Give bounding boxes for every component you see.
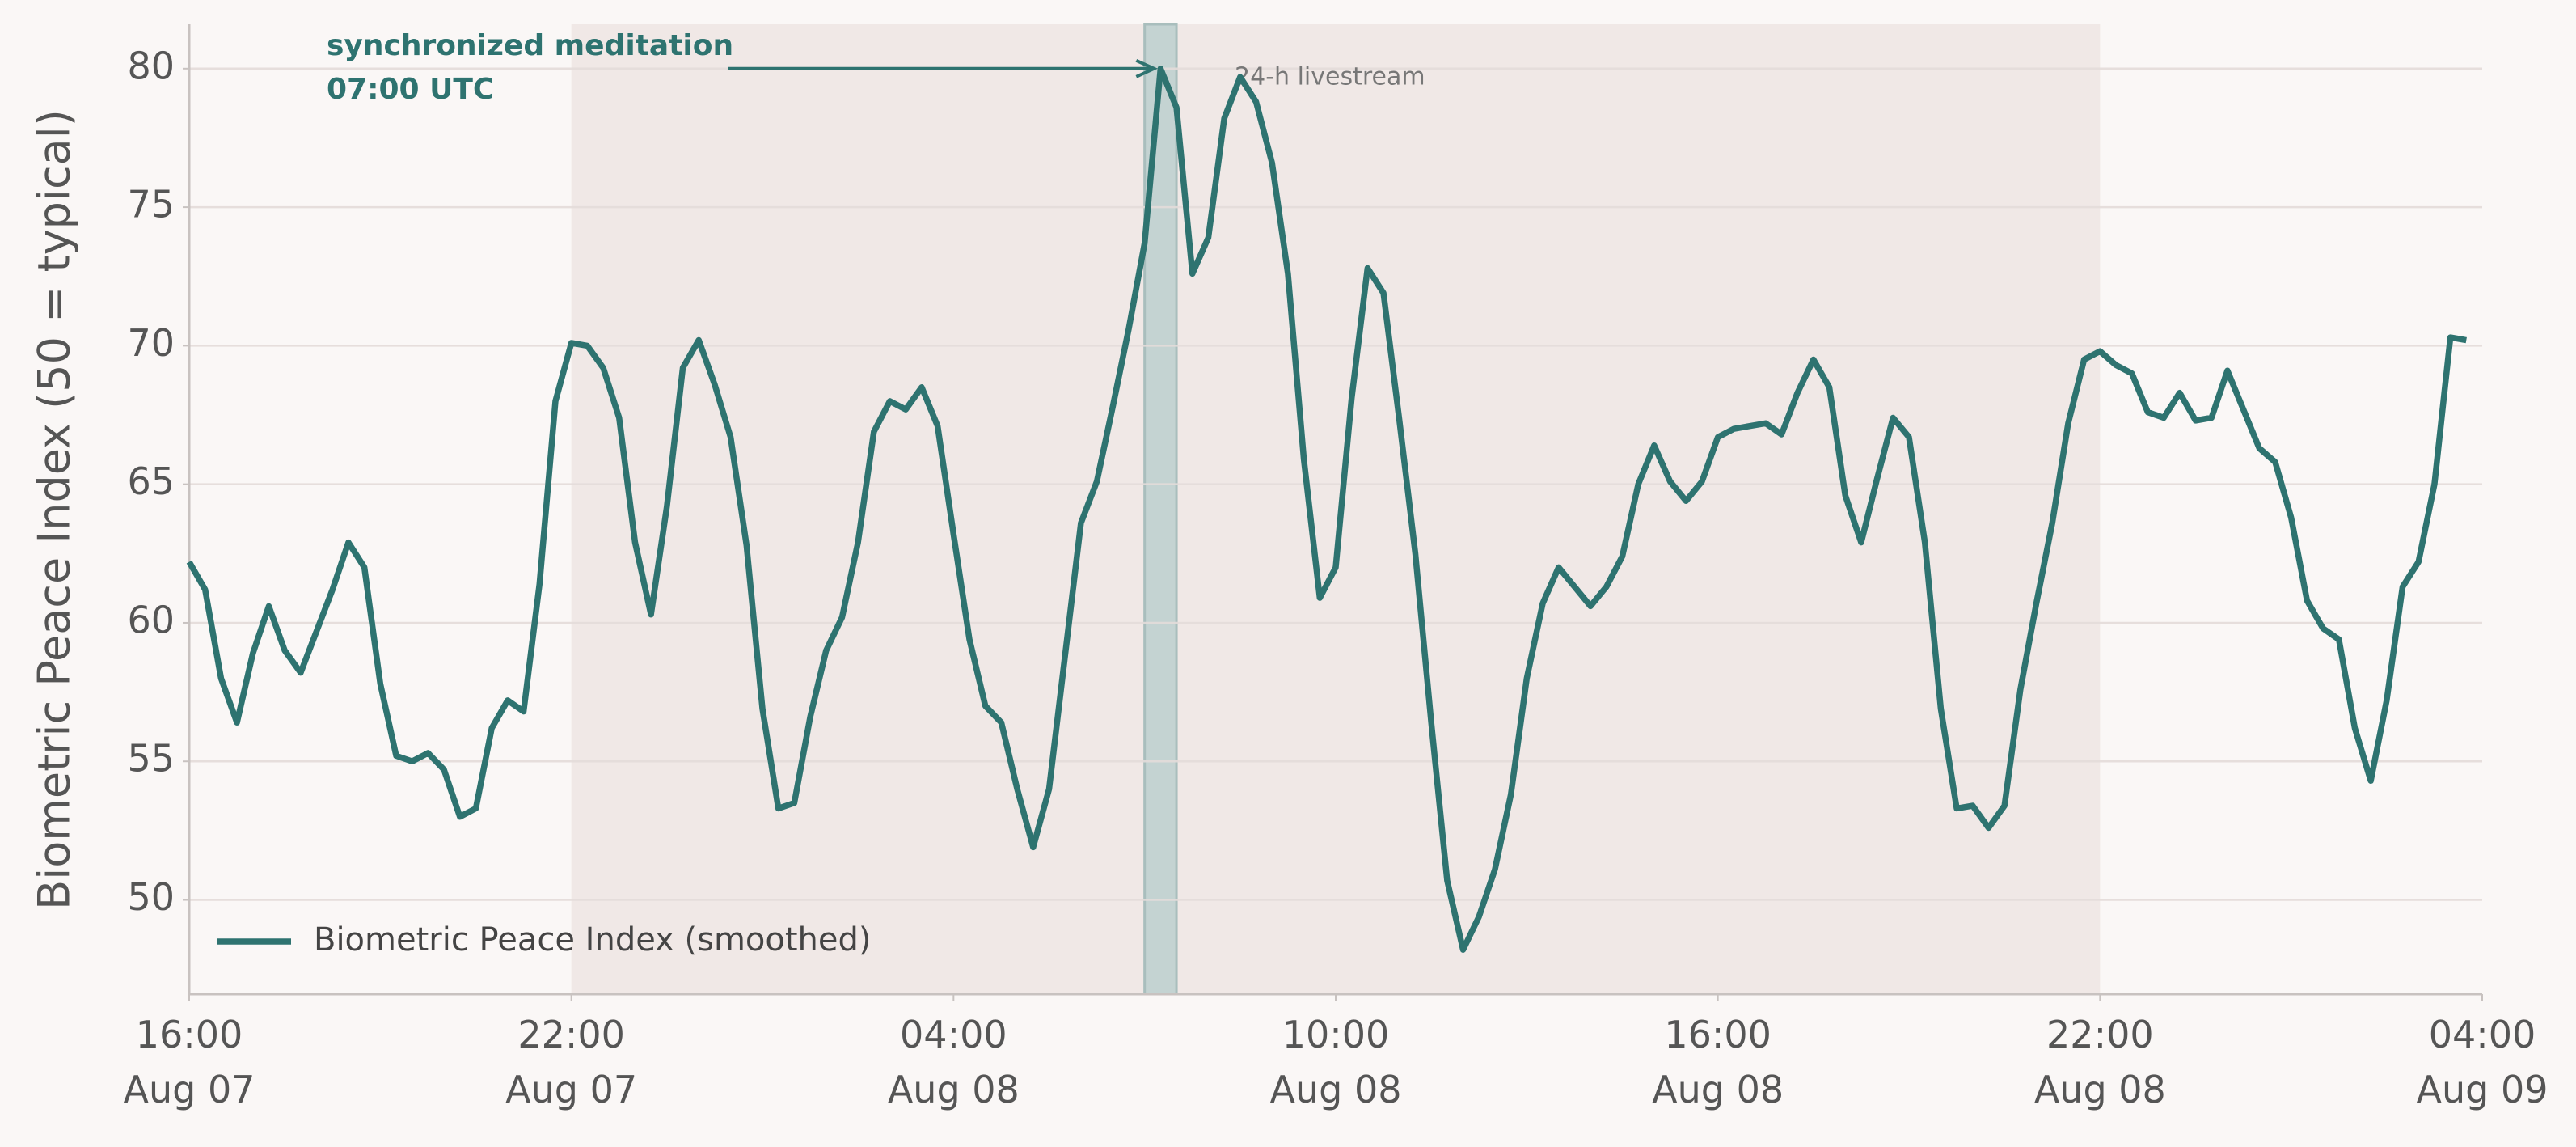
x-tick-label: 16:00 Aug 08: [1652, 1013, 1784, 1111]
y-tick-label: 55: [127, 737, 175, 781]
y-tick-label: 65: [127, 459, 175, 503]
y-tick-label: 75: [127, 183, 175, 226]
y-axis-label: Biometric Peace Index (50 = typical): [29, 109, 80, 910]
x-tick-label: 04:00 Aug 09: [2417, 1013, 2549, 1111]
span-label: 24-h livestream: [1235, 63, 1425, 91]
annotation-arrowhead: [1135, 58, 1159, 78]
x-tick-label: 04:00 Aug 08: [888, 1013, 1020, 1111]
legend-label: Biometric Peace Index (smoothed): [314, 921, 872, 959]
y-tick-label: 70: [127, 321, 175, 365]
x-tick-label: 22:00 Aug 08: [2034, 1013, 2166, 1111]
x-tick-label: 10:00 Aug 08: [1270, 1013, 1402, 1111]
series-line: [186, 66, 2467, 953]
x-tick-label: 16:00 Aug 07: [124, 1013, 255, 1111]
annotation: synchronized meditation 07:00 UTC: [327, 29, 733, 106]
x-tick-label: 22:00 Aug 07: [505, 1013, 637, 1111]
y-tick-label: 80: [127, 44, 175, 87]
y-tick-label: 60: [127, 598, 175, 641]
y-tick-label: 50: [127, 875, 175, 919]
span: [571, 24, 2101, 994]
